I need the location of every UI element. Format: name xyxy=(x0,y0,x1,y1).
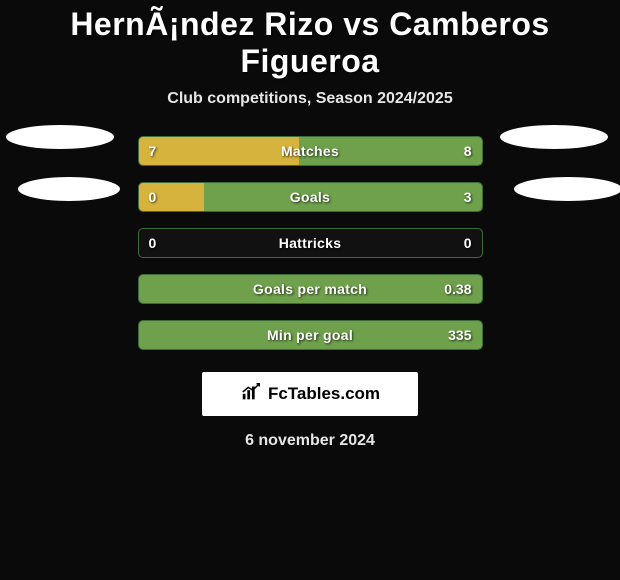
right-fill xyxy=(204,183,482,211)
brand-label: FcTables.com xyxy=(268,384,380,404)
right-value: 335 xyxy=(448,327,471,343)
row-label: Matches xyxy=(281,143,339,159)
left-value: 7 xyxy=(149,143,157,159)
right-value: 8 xyxy=(464,143,472,159)
left-value: 0 xyxy=(149,235,157,251)
snapshot-date: 6 november 2024 xyxy=(245,432,375,450)
comparison-chart: 7 8 Matches 0 3 Goals 0 0 Hattricks 0.38 Goals per… xyxy=(0,136,620,366)
brand-badge: FcTables.com xyxy=(202,372,418,416)
left-fill xyxy=(139,137,299,165)
page-title: HernÃ¡ndez Rizo vs Camberos Figueroa xyxy=(0,6,620,80)
row-label: Hattricks xyxy=(279,235,342,251)
stat-row: 0 3 Goals xyxy=(138,182,483,212)
stat-row: 0 0 Hattricks xyxy=(138,228,483,258)
row-label: Min per goal xyxy=(267,327,353,343)
stat-row: 0.38 Goals per match xyxy=(138,274,483,304)
stat-row: 7 8 Matches xyxy=(138,136,483,166)
left-value: 0 xyxy=(149,189,157,205)
row-label: Goals xyxy=(290,189,330,205)
right-value: 0 xyxy=(464,235,472,251)
page-subtitle: Club competitions, Season 2024/2025 xyxy=(167,90,452,108)
right-value: 3 xyxy=(464,189,472,205)
right-value: 0.38 xyxy=(444,281,471,297)
chart-icon xyxy=(240,381,262,408)
stat-row: 335 Min per goal xyxy=(138,320,483,350)
row-label: Goals per match xyxy=(253,281,367,297)
comparison-infographic: HernÃ¡ndez Rizo vs Camberos Figueroa Clu… xyxy=(0,0,620,580)
